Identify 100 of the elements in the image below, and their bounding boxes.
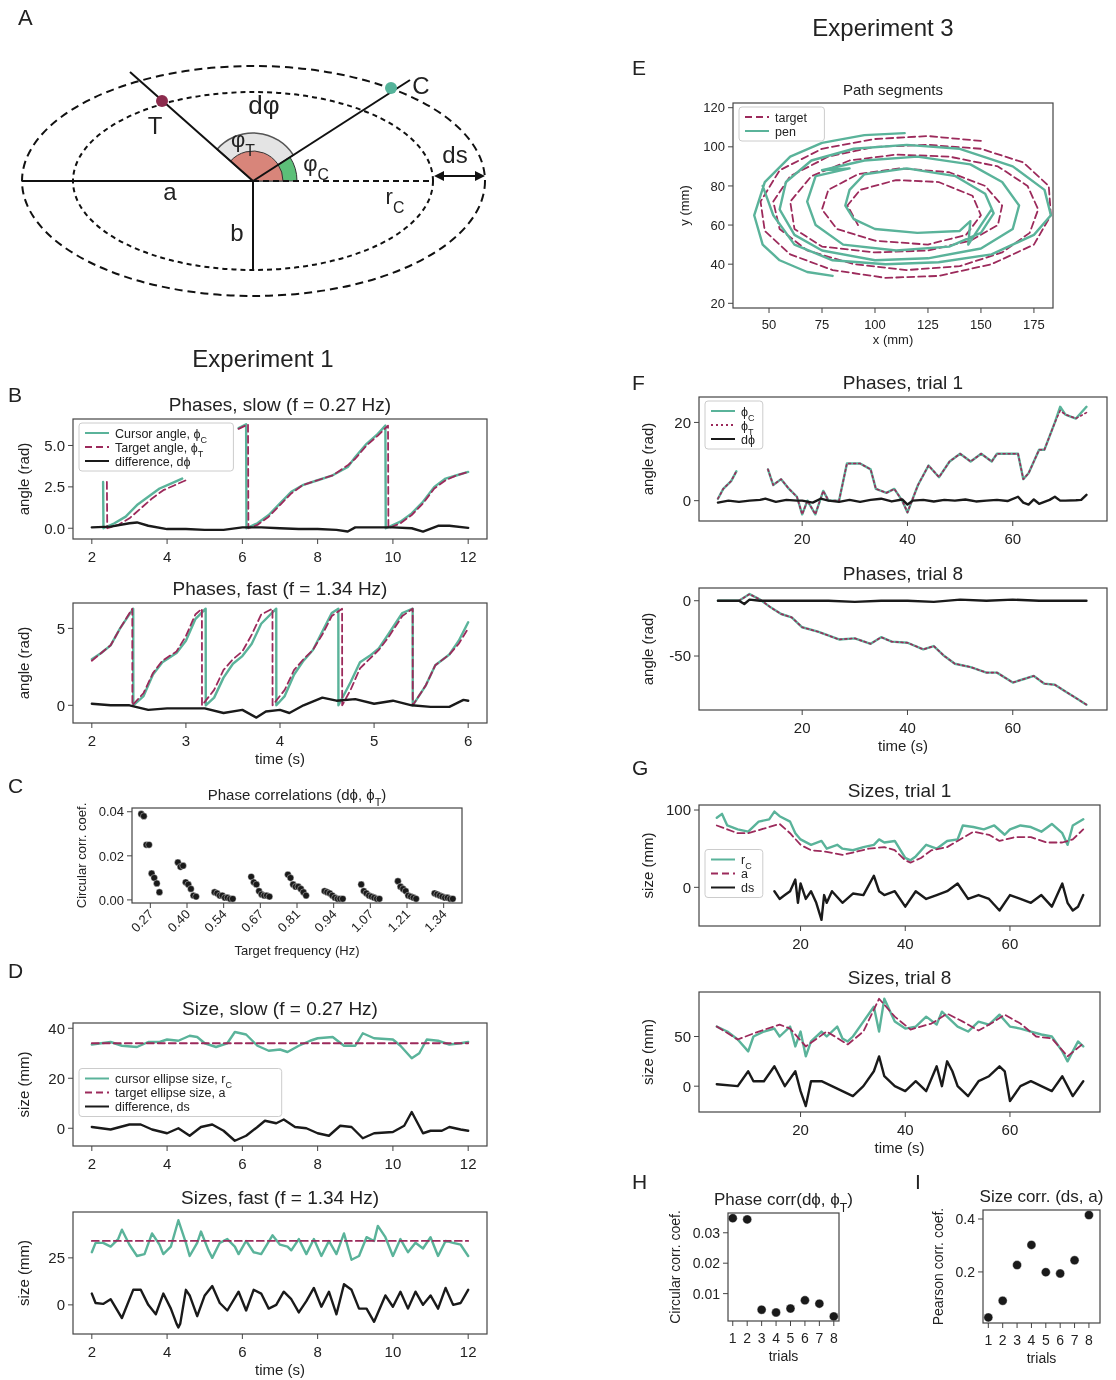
- x-tick-label: 7: [1070, 1332, 1079, 1348]
- x-tick-label: 50: [761, 317, 777, 332]
- point: [728, 1213, 738, 1223]
- x-tick-label: 3: [1013, 1332, 1022, 1348]
- x-tick-label: 4: [162, 1155, 172, 1172]
- x-tick-label: 2: [998, 1332, 1007, 1348]
- y-axis-title: angle (rad): [15, 442, 32, 516]
- x-tick-label: 1: [728, 1330, 737, 1346]
- chart-title: Phases, fast (f = 1.34 Hz): [172, 578, 388, 599]
- x-axis-title: trials: [1026, 1350, 1057, 1367]
- chart-title: Sizes, trial 8: [847, 967, 952, 988]
- x-tick-label: 12: [459, 548, 477, 565]
- point: [771, 1307, 781, 1318]
- legend-label: target: [775, 110, 808, 125]
- text: T: [147, 112, 163, 139]
- legend-label: ds: [741, 881, 755, 895]
- chart-title: Phases, trial 8: [842, 563, 964, 584]
- x-tick-label: 4: [275, 732, 285, 749]
- y-tick-label: 40: [710, 256, 725, 272]
- line-series: [90, 1219, 470, 1261]
- x-tick-label: 6: [238, 548, 247, 565]
- text: Experiment 1: [192, 345, 334, 372]
- x-axis-title: Target frequency (Hz): [234, 942, 360, 958]
- chart-title: Sizes, fast (f = 1.34 Hz): [181, 1187, 379, 1208]
- point: [997, 1296, 1008, 1306]
- x-tick-label: 2: [87, 548, 96, 565]
- text: dφ: [248, 90, 280, 120]
- x-tick-label: 175: [1023, 317, 1045, 332]
- x-tick-label: 60: [1004, 719, 1022, 736]
- x-tick-label: 8: [1085, 1332, 1094, 1348]
- line-series: [90, 1282, 470, 1329]
- x-tick-label: 60: [1001, 935, 1019, 952]
- line-series: [773, 874, 1085, 922]
- text: Experiment 3: [812, 14, 954, 41]
- x-tick-label: 10: [384, 1155, 402, 1172]
- y-tick-label: 0.0: [44, 519, 65, 537]
- x-axis-title: x (mm): [872, 331, 914, 347]
- y-axis-title: angle (rad): [639, 422, 656, 496]
- x-tick-label: 8: [313, 1155, 322, 1172]
- chart-title: Size corr. (ds, a): [979, 1187, 1104, 1206]
- x-tick-label: 4: [162, 548, 172, 565]
- chart-title: Sizes, trial 1: [847, 780, 952, 801]
- y-tick-label: 120: [703, 100, 725, 116]
- x-tick-label: 8: [829, 1330, 838, 1346]
- y-tick-label: 0.4: [955, 1211, 976, 1228]
- x-axis-title: trials: [768, 1348, 799, 1365]
- text: F: [632, 371, 645, 394]
- x-tick-label: 75: [814, 317, 830, 332]
- chart-title: Phase correlations (dϕ, ϕ$_{T}$): [207, 786, 387, 808]
- x-tick-label: 0.94: [311, 906, 340, 936]
- line-series: [90, 607, 470, 707]
- line-series: [90, 521, 470, 533]
- x-tick-label: 40: [896, 935, 914, 952]
- y-axis-title: Circular corr. coef.: [74, 802, 89, 909]
- point: [1012, 1260, 1022, 1270]
- line-series: [715, 810, 1085, 862]
- chart-title: Phases, slow (f = 0.27 Hz): [168, 394, 392, 415]
- x-tick-label: 5: [369, 732, 379, 749]
- y-tick-label: 0: [56, 1296, 65, 1314]
- text: H: [632, 1170, 648, 1193]
- text: ds: [442, 141, 468, 168]
- x-tick-label: 4: [772, 1330, 781, 1346]
- chart-title: Path segments: [842, 81, 944, 98]
- y-tick-label: 80: [710, 178, 725, 194]
- point: [814, 1298, 825, 1309]
- text: G: [632, 756, 649, 779]
- y-tick-label: 0: [682, 878, 691, 896]
- text: b: [230, 219, 244, 246]
- point: [829, 1311, 839, 1321]
- y-tick-label: 0: [56, 696, 65, 714]
- x-tick-label: 20: [792, 1121, 809, 1138]
- line-series: [90, 696, 470, 719]
- legend-label: difference, ds: [115, 1100, 190, 1114]
- legend-label: dϕ: [741, 432, 755, 447]
- y-axis-title: Circular corr. coef.: [667, 1210, 683, 1324]
- x-tick-label: 6: [238, 1155, 247, 1172]
- point: [756, 1305, 767, 1315]
- y-tick-label: 0.01: [692, 1285, 721, 1302]
- chart-title: Phases, trial 1: [842, 372, 964, 393]
- y-tick-label: 20: [674, 413, 691, 431]
- x-tick-label: 0.40: [164, 906, 194, 936]
- y-axis-title: size (mm): [639, 1019, 656, 1085]
- x-tick-label: 20: [793, 530, 811, 547]
- x-axis-title: time (s): [255, 749, 305, 767]
- x-tick-label: 150: [970, 317, 992, 332]
- text: A: [18, 5, 33, 30]
- chart-title: Phase corr(dϕ, ϕ$_{T}$): [714, 1190, 853, 1215]
- legend-label: difference, dϕ: [115, 454, 191, 469]
- x-tick-label: 40: [896, 1121, 914, 1138]
- y-tick-label: 25: [48, 1249, 65, 1267]
- y-tick-label: 0: [682, 492, 691, 510]
- x-tick-label: 1: [984, 1332, 993, 1348]
- y-tick-label: 60: [710, 217, 725, 233]
- y-tick-label: 0.2: [955, 1263, 976, 1280]
- line-series: [90, 1030, 470, 1060]
- y-axis-title: angle (rad): [15, 626, 32, 700]
- point: [983, 1312, 994, 1323]
- x-tick-label: 2: [87, 1343, 96, 1360]
- text: E: [632, 56, 647, 79]
- x-tick-label: 8: [313, 1343, 322, 1360]
